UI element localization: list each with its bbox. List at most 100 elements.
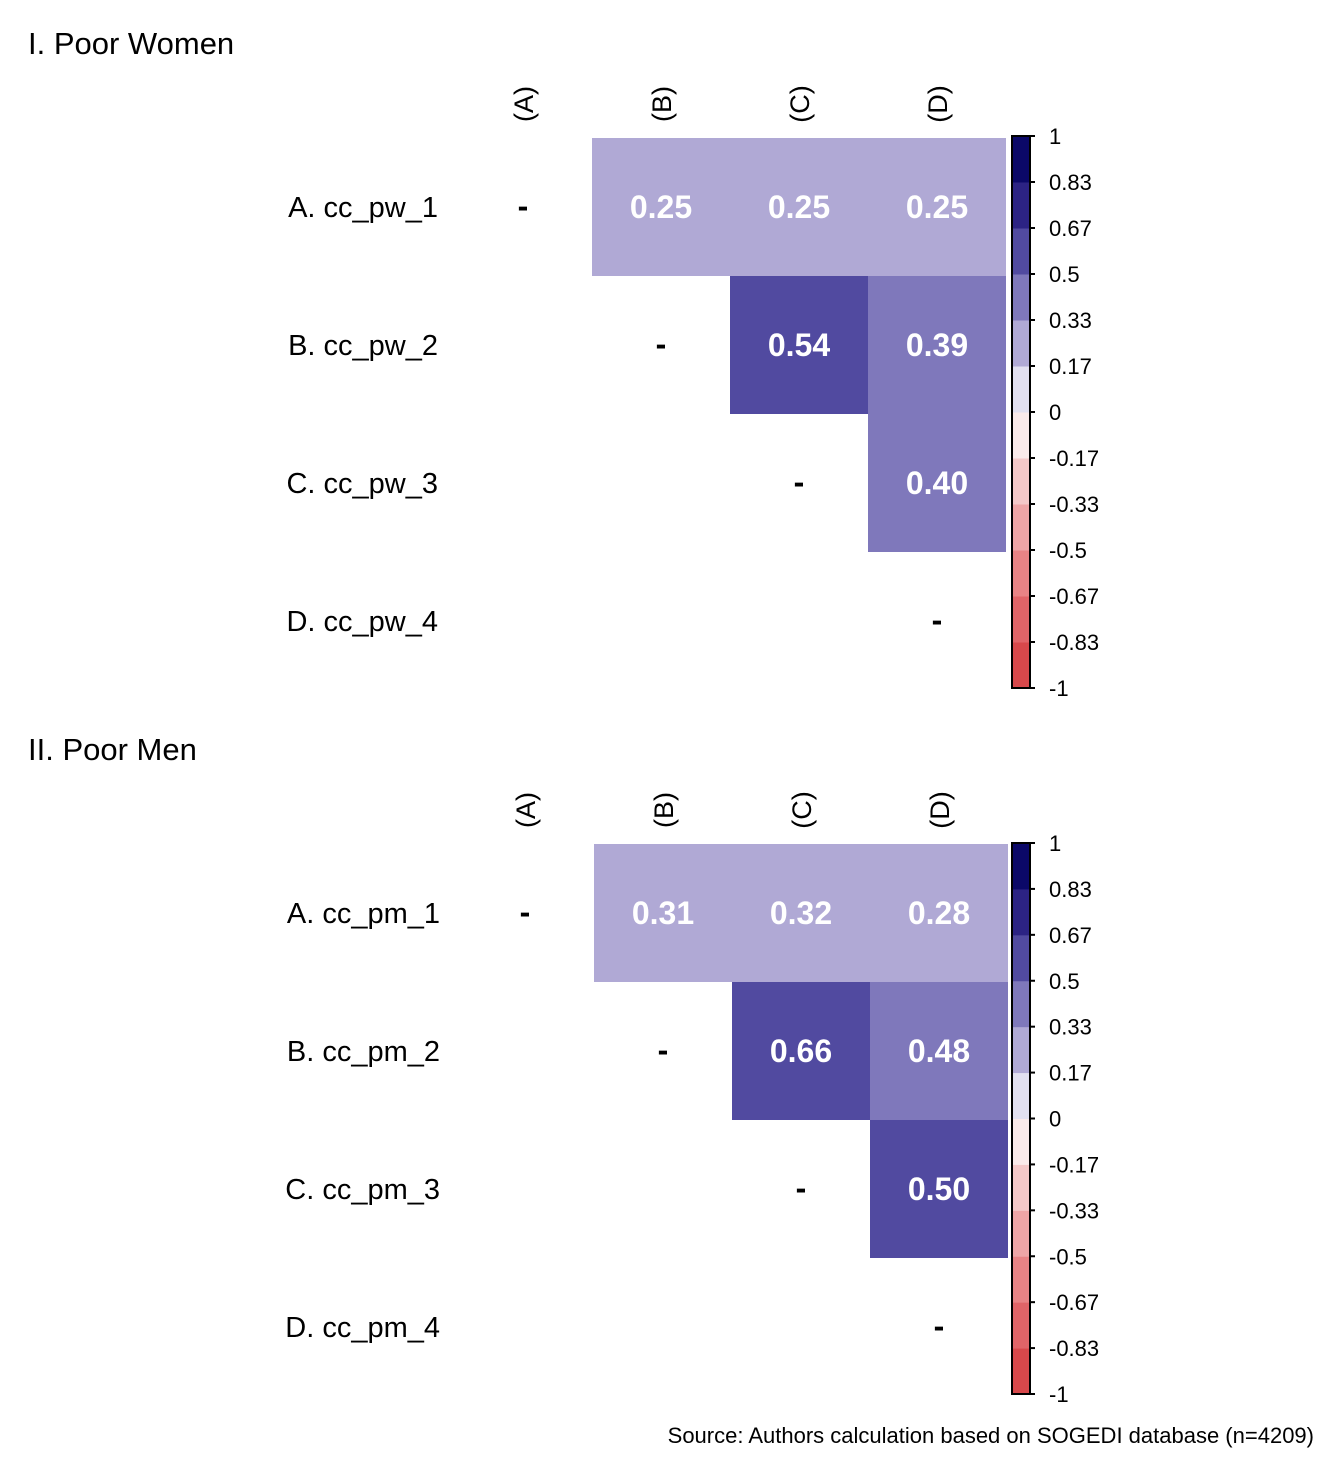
colorbar-bin <box>1012 1256 1030 1303</box>
colorbar-tick-label: 0.83 <box>1049 170 1092 195</box>
cell-value-label: 0.25 <box>768 189 830 225</box>
colorbar: 1 0.83 0.67 0.5 0.33 0.17 0 -0.17 -0.33 -0.5 -0.67… <box>1011 831 1099 1407</box>
cell-value-label: 0.32 <box>770 895 832 931</box>
colorbar-bin <box>1012 843 1030 890</box>
panel-2: II. Poor Men A. cc_pm_1 B. cc_pm_2 C. cc_pm… <box>28 732 1099 1407</box>
source-note: Source: Authors calculation based on SOG… <box>667 1423 1314 1448</box>
heatmap-cell <box>592 138 730 276</box>
heatmap-cell <box>730 276 868 414</box>
diagonal-dash: - <box>518 188 529 224</box>
colorbar-tick-label: 0.17 <box>1049 354 1092 379</box>
column-label: (D) <box>925 791 955 828</box>
diagonal-dash: - <box>656 326 667 362</box>
row-label: C. cc_pm_3 <box>285 1174 440 1206</box>
column-label: (A) <box>509 86 539 122</box>
colorbar-bin <box>1012 550 1030 597</box>
heatmap-cell <box>868 138 1006 276</box>
colorbar-tick-label: 1 <box>1049 831 1061 856</box>
colorbar-tick-label: -1 <box>1049 676 1069 701</box>
column-label: (A) <box>511 792 541 828</box>
colorbar-bin <box>1012 1302 1030 1349</box>
heatmap-cell <box>868 414 1006 552</box>
heatmap-cell <box>732 982 870 1120</box>
cell-value-label: 0.25 <box>906 189 968 225</box>
panel-title: II. Poor Men <box>28 732 197 767</box>
colorbar-tick-label: -1 <box>1049 1382 1069 1407</box>
heatmap-cell <box>870 982 1008 1120</box>
colorbar-tick-label: 0.33 <box>1049 308 1092 333</box>
colorbar-bin <box>1012 1164 1030 1211</box>
colorbar-bin <box>1012 182 1030 229</box>
colorbar-bin <box>1012 980 1030 1028</box>
colorbar-tick-label: -0.83 <box>1049 630 1099 655</box>
colorbar-bin <box>1012 228 1030 275</box>
colorbar-tick-label: 0 <box>1049 1107 1061 1132</box>
heatmap-cell <box>870 1120 1008 1258</box>
column-label: (D) <box>923 85 953 122</box>
colorbar-bin <box>1012 458 1030 505</box>
row-label: B. cc_pm_2 <box>287 1036 440 1068</box>
colorbar-tick-label: 0.5 <box>1049 969 1080 994</box>
row-label: D. cc_pm_4 <box>285 1312 440 1344</box>
colorbar-bin <box>1012 1072 1030 1119</box>
colorbar-tick-label: 0.17 <box>1049 1061 1092 1086</box>
colorbar-bin <box>1012 1026 1030 1074</box>
heatmap-cell <box>594 844 732 982</box>
colorbar-tick-label: 0 <box>1049 400 1061 425</box>
column-label: (B) <box>649 792 679 828</box>
colorbar-bin <box>1012 934 1030 982</box>
colorbar-bin <box>1012 1210 1030 1257</box>
colorbar-tick-label: 0.5 <box>1049 262 1080 287</box>
colorbar-tick-label: -0.67 <box>1049 584 1099 609</box>
cell-value-label: 0.40 <box>906 465 968 501</box>
colorbar-tick-label: -0.17 <box>1049 1152 1099 1177</box>
cell-value-label: 0.50 <box>908 1171 970 1207</box>
diagonal-dash: - <box>520 894 531 930</box>
column-label: (B) <box>647 86 677 122</box>
column-label: (C) <box>787 791 817 828</box>
colorbar-tick-label: 0.67 <box>1049 923 1092 948</box>
colorbar-tick-label: 0.83 <box>1049 877 1092 902</box>
heatmap-cell <box>732 844 870 982</box>
colorbar-bin <box>1012 642 1030 689</box>
colorbar-tick-label: -0.17 <box>1049 446 1099 471</box>
row-label: C. cc_pw_3 <box>286 468 438 500</box>
diagonal-dash: - <box>794 464 805 500</box>
heatmap-cell <box>730 138 868 276</box>
colorbar-bin <box>1012 412 1030 459</box>
colorbar-bin <box>1012 888 1030 936</box>
colorbar-bin <box>1012 136 1030 183</box>
cell-value-label: 0.54 <box>768 327 830 363</box>
cell-value-label: 0.66 <box>770 1033 832 1069</box>
colorbar-bin <box>1012 596 1030 643</box>
panel-1: I. Poor Women A. cc_pw_1 B. cc_pw_2 C. cc_p… <box>28 26 1099 701</box>
colorbar-tick-label: 1 <box>1049 124 1061 149</box>
cell-value-label: 0.39 <box>906 327 968 363</box>
colorbar-tick-label: -0.83 <box>1049 1336 1099 1361</box>
row-label: A. cc_pm_1 <box>287 898 440 930</box>
colorbar-tick-label: 0.67 <box>1049 216 1092 241</box>
heatmap-cell <box>870 844 1008 982</box>
colorbar-tick-label: -0.5 <box>1049 538 1087 563</box>
colorbar-tick-label: 0.33 <box>1049 1015 1092 1040</box>
colorbar-bin <box>1012 274 1030 321</box>
colorbar-tick-label: -0.33 <box>1049 1198 1099 1223</box>
diagonal-dash: - <box>658 1032 669 1068</box>
colorbar: 1 0.83 0.67 0.5 0.33 0.17 0 -0.17 -0.33 -0.5 -0.67… <box>1011 124 1099 701</box>
colorbar-bin <box>1012 1118 1030 1165</box>
cell-value-label: 0.28 <box>908 895 970 931</box>
diagonal-dash: - <box>934 1308 945 1344</box>
colorbar-bin <box>1012 366 1030 413</box>
colorbar-tick-label: -0.33 <box>1049 492 1099 517</box>
colorbar-tick-label: -0.5 <box>1049 1244 1087 1269</box>
colorbar-tick-label: -0.67 <box>1049 1290 1099 1315</box>
diagonal-dash: - <box>932 602 943 638</box>
panel-title: I. Poor Women <box>28 26 234 61</box>
heatmap-cell <box>868 276 1006 414</box>
cell-value-label: 0.48 <box>908 1033 970 1069</box>
row-label: A. cc_pw_1 <box>288 192 438 224</box>
colorbar-bin <box>1012 320 1030 367</box>
diagonal-dash: - <box>796 1170 807 1206</box>
colorbar-bin <box>1012 1348 1030 1395</box>
